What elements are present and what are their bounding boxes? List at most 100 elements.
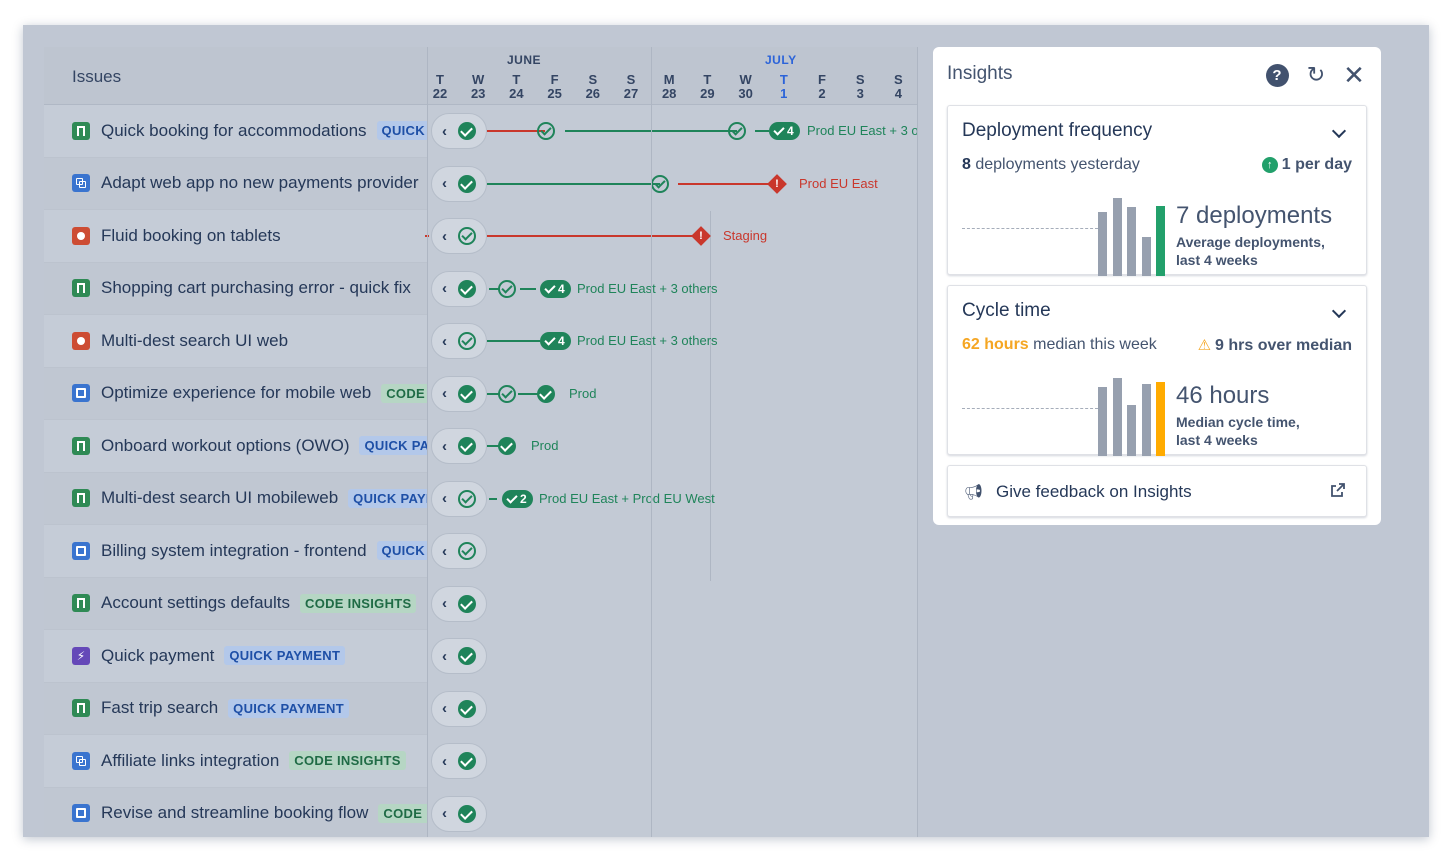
chevron-left-icon[interactable]: ‹ bbox=[442, 752, 447, 770]
chevron-left-icon[interactable]: ‹ bbox=[442, 542, 447, 560]
timeline-pill[interactable]: ‹ bbox=[431, 375, 487, 412]
chevron-left-icon[interactable]: ‹ bbox=[442, 647, 447, 665]
month-label: JULY bbox=[765, 53, 797, 67]
deployment-average: 7 deployments bbox=[1176, 202, 1333, 229]
day-label: T 29 bbox=[695, 73, 719, 101]
deployment-frequency-card[interactable]: Deployment frequency 8 deployments yeste… bbox=[947, 105, 1367, 276]
epic-label-tag[interactable]: CODE INSIGHTS bbox=[378, 803, 427, 823]
epic-label-tag[interactable]: CODE INSIGHTS bbox=[300, 593, 417, 613]
issue-title[interactable]: Optimize experience for mobile web bbox=[101, 383, 372, 403]
timeline-pill[interactable]: ‹ bbox=[431, 585, 487, 622]
chevron-left-icon[interactable]: ‹ bbox=[442, 595, 447, 612]
close-icon[interactable]: ✕ bbox=[1343, 60, 1365, 90]
chevron-left-icon[interactable]: ‹ bbox=[442, 175, 447, 192]
epic-label-tag[interactable]: QUICK PAYMENT bbox=[376, 541, 427, 561]
timeline-pill[interactable]: ‹ bbox=[431, 795, 487, 832]
issue-row[interactable]: ⚡ Quick payment QUICK PAYMENT bbox=[44, 630, 427, 683]
roadmap-board: Issues Quick booking for accommodations Q… bbox=[44, 47, 918, 837]
epic-label-tag[interactable]: QUICK PAYMENT bbox=[359, 436, 427, 456]
issue-title[interactable]: Adapt web app no new payments provider bbox=[101, 173, 419, 193]
chevron-left-icon[interactable]: ‹ bbox=[442, 805, 447, 822]
timeline-pill[interactable]: ‹ bbox=[431, 428, 487, 464]
card-title: Cycle time bbox=[962, 300, 1051, 321]
cycle-summary: 62 hours median this week bbox=[962, 336, 1157, 354]
day-label: T 22 bbox=[428, 73, 452, 101]
timeline-pill[interactable]: ‹ bbox=[431, 323, 487, 359]
issue-row[interactable]: Billing system integration - frontend QUI… bbox=[44, 525, 427, 578]
issue-row[interactable]: Affiliate links integration CODE INSIGHTS bbox=[44, 735, 427, 788]
timeline-pill[interactable]: ‹ bbox=[431, 690, 487, 727]
issue-title[interactable]: Quick booking for accommodations bbox=[101, 120, 367, 140]
issue-title[interactable]: Fast trip search bbox=[101, 698, 219, 718]
issue-row[interactable]: Optimize experience for mobile web CODE I… bbox=[44, 367, 427, 420]
issue-row[interactable]: Revise and streamline booking flow CODE I… bbox=[44, 787, 427, 837]
epic-label-tag[interactable]: CODE INSIGHTS bbox=[381, 383, 427, 403]
bar-past-week bbox=[1098, 387, 1107, 456]
chevron-left-icon[interactable]: ‹ bbox=[442, 280, 447, 297]
chevron-left-icon[interactable]: ‹ bbox=[442, 700, 447, 717]
environment-label: Prod EU East + Prod EU West bbox=[539, 490, 715, 506]
issue-title[interactable]: Account settings defaults bbox=[101, 593, 291, 613]
issue-title[interactable]: Onboard workout options (OWO) bbox=[101, 435, 350, 455]
issue-row[interactable]: Quick booking for accommodations QUICK PA… bbox=[44, 105, 427, 158]
cycle-time-card[interactable]: Cycle time 62 hours median this week ⚠ 9 … bbox=[947, 285, 1367, 456]
issue-row[interactable]: Fast trip search QUICK PAYMENT bbox=[44, 682, 427, 735]
external-link-icon[interactable] bbox=[1330, 482, 1346, 498]
timeline-pill[interactable]: ‹ bbox=[431, 480, 487, 517]
day-of-week: T bbox=[436, 72, 444, 87]
timeline-pill[interactable]: ‹ bbox=[431, 270, 487, 307]
chevron-left-icon[interactable]: ‹ bbox=[442, 437, 447, 455]
timeline-row: ‹ bbox=[427, 630, 918, 683]
timeline-pill[interactable]: ‹ bbox=[431, 743, 487, 779]
story-icon bbox=[72, 436, 90, 455]
timeline-pill[interactable]: ‹ bbox=[431, 533, 487, 569]
target-line bbox=[962, 228, 1098, 229]
day-date: 3 bbox=[856, 86, 864, 101]
epic-label-tag[interactable]: QUICK PAYMENT bbox=[348, 488, 427, 508]
issue-row[interactable]: Account settings defaults CODE INSIGHTS bbox=[44, 577, 427, 630]
week-divider bbox=[427, 47, 428, 837]
day-date: 25 bbox=[547, 86, 562, 101]
issue-row[interactable]: Adapt web app no new payments provider bbox=[44, 157, 427, 210]
issue-row[interactable]: Multi-dest search UI web bbox=[44, 315, 427, 368]
chevron-left-icon[interactable]: ‹ bbox=[442, 490, 447, 507]
chevron-left-icon[interactable]: ‹ bbox=[442, 227, 447, 245]
feedback-card[interactable]: 📢︎ Give feedback on Insights bbox=[947, 465, 1367, 517]
issue-title[interactable]: Fluid booking on tablets bbox=[101, 225, 281, 245]
issue-title[interactable]: Revise and streamline booking flow bbox=[101, 803, 369, 823]
refresh-icon[interactable]: ↻ bbox=[1306, 62, 1326, 87]
question-circle-icon[interactable]: ? bbox=[1265, 63, 1289, 87]
epic-label-tag[interactable]: QUICK PAYMENT bbox=[224, 646, 346, 666]
issue-title[interactable]: Multi-dest search UI web bbox=[101, 330, 289, 350]
feedback-label[interactable]: Give feedback on Insights bbox=[996, 482, 1192, 501]
bar-past-week bbox=[1141, 384, 1151, 456]
issue-row[interactable]: Onboard workout options (OWO) QUICK PAYME… bbox=[44, 420, 427, 473]
day-date: 23 bbox=[470, 86, 486, 101]
timeline-pill[interactable]: ‹ bbox=[431, 165, 487, 202]
day-of-week: W bbox=[472, 72, 485, 87]
timeline-pill[interactable]: ‹ bbox=[431, 113, 487, 149]
epic-label-tag[interactable]: QUICK PAYMENT bbox=[228, 698, 349, 718]
epic-label-tag[interactable]: CODE INSIGHTS bbox=[289, 751, 406, 771]
chevron-left-icon[interactable]: ‹ bbox=[442, 332, 447, 350]
timeline-row: 4 Prod EU East + 3 others ‹ bbox=[427, 105, 918, 158]
bar-current-week bbox=[1156, 381, 1165, 456]
chevron-left-icon[interactable]: ‹ bbox=[442, 122, 447, 140]
issue-row[interactable]: Shopping cart purchasing error - quick f… bbox=[44, 262, 427, 315]
epic-label-tag[interactable]: QUICK PAYMENT bbox=[376, 121, 427, 141]
chevron-down-icon[interactable] bbox=[1331, 303, 1347, 319]
issue-row[interactable]: Multi-dest search UI mobileweb QUICK PAYM… bbox=[44, 472, 427, 525]
chevron-left-icon[interactable]: ‹ bbox=[442, 385, 447, 402]
issue-title[interactable]: Affiliate links integration bbox=[101, 750, 280, 770]
issue-title[interactable]: Shopping cart purchasing error - quick f… bbox=[101, 278, 411, 298]
bar-current-week bbox=[1156, 205, 1165, 276]
chevron-down-icon[interactable] bbox=[1331, 123, 1347, 139]
cycle-caption-2: last 4 weeks bbox=[1176, 432, 1258, 448]
issue-row[interactable]: Fluid booking on tablets bbox=[44, 210, 427, 263]
timeline-pill[interactable]: ‹ bbox=[431, 638, 487, 674]
issue-title[interactable]: Multi-dest search UI mobileweb bbox=[101, 488, 339, 508]
day-date: 28 bbox=[661, 86, 677, 101]
issue-title[interactable]: Billing system integration - frontend bbox=[101, 540, 367, 560]
timeline-pill[interactable]: ‹ bbox=[431, 218, 487, 254]
issue-title[interactable]: Quick payment bbox=[101, 645, 215, 665]
